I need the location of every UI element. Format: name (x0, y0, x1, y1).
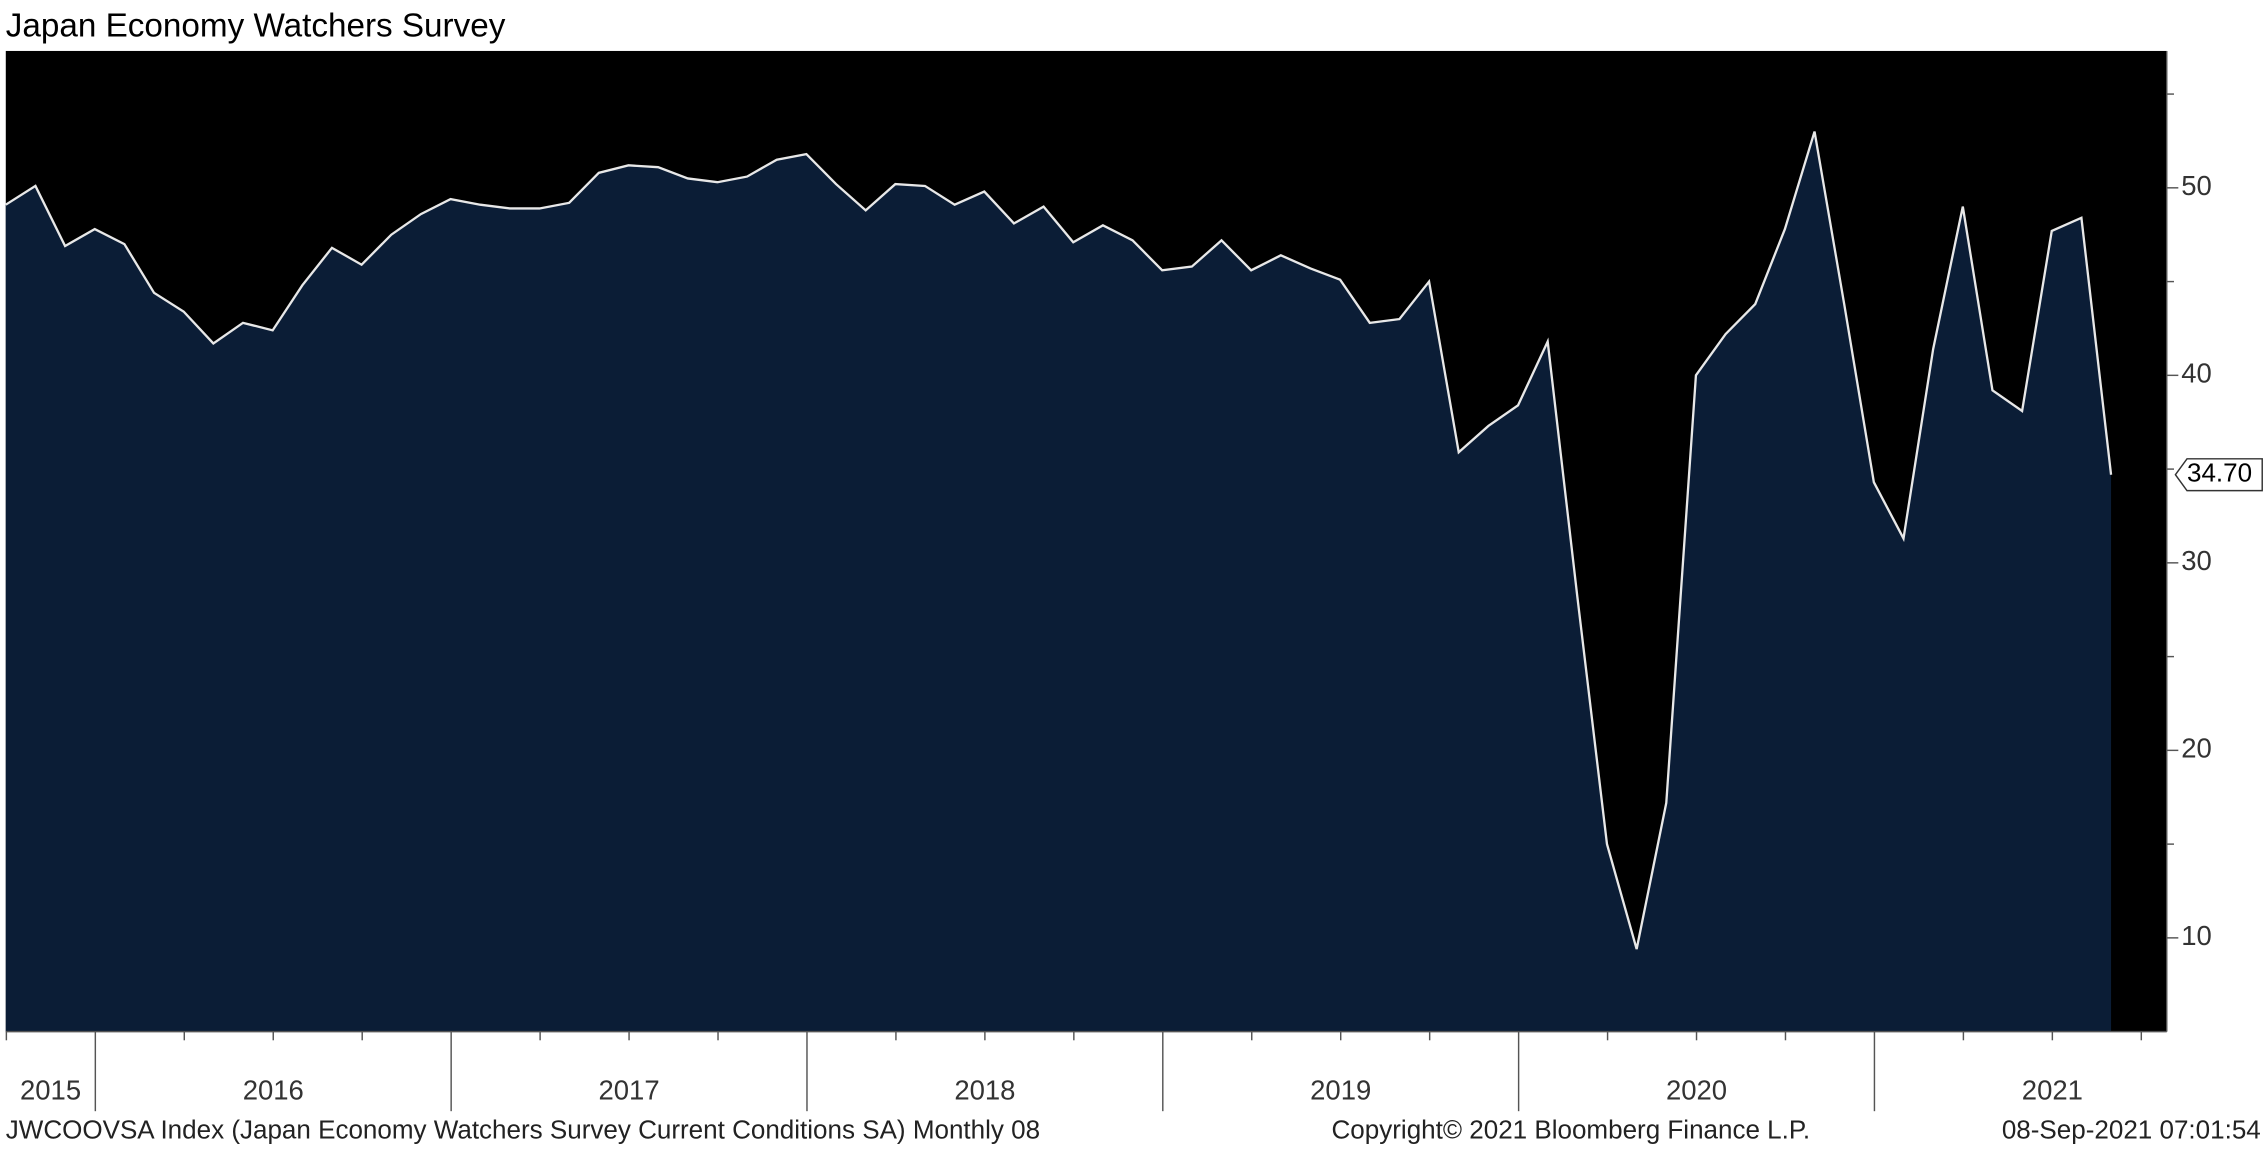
last-value-label: 34.70 (2187, 458, 2252, 488)
x-tick-label: 2017 (599, 1075, 660, 1106)
footer-left: JWCOOVSA Index (Japan Economy Watchers S… (6, 1114, 1040, 1144)
last-value-tag (2174, 458, 2263, 492)
line (5, 131, 2113, 950)
footer-center: Copyright© 2021 Bloomberg Finance L.P. (1332, 1114, 1811, 1144)
x-tick-label: 2021 (2022, 1075, 2083, 1106)
y-tick-label: 50 (2181, 170, 2212, 201)
area-fill (5, 131, 2112, 1032)
y-tick-label: 30 (2181, 545, 2212, 576)
y-tick-label: 20 (2181, 733, 2212, 764)
chart-title: Japan Economy Watchers Survey (6, 8, 506, 45)
y-tick-label: 10 (2181, 920, 2212, 951)
x-tick-label: 2020 (1666, 1075, 1727, 1106)
x-tick-label: 2015 (20, 1075, 81, 1106)
footer-right: 08-Sep-2021 07:01:54 (2002, 1114, 2261, 1144)
y-tick-label: 40 (2181, 358, 2212, 389)
x-tick-label: 2019 (1310, 1075, 1371, 1106)
x-tick-label: 2018 (954, 1075, 1015, 1106)
x-tick-label: 2016 (243, 1075, 304, 1106)
